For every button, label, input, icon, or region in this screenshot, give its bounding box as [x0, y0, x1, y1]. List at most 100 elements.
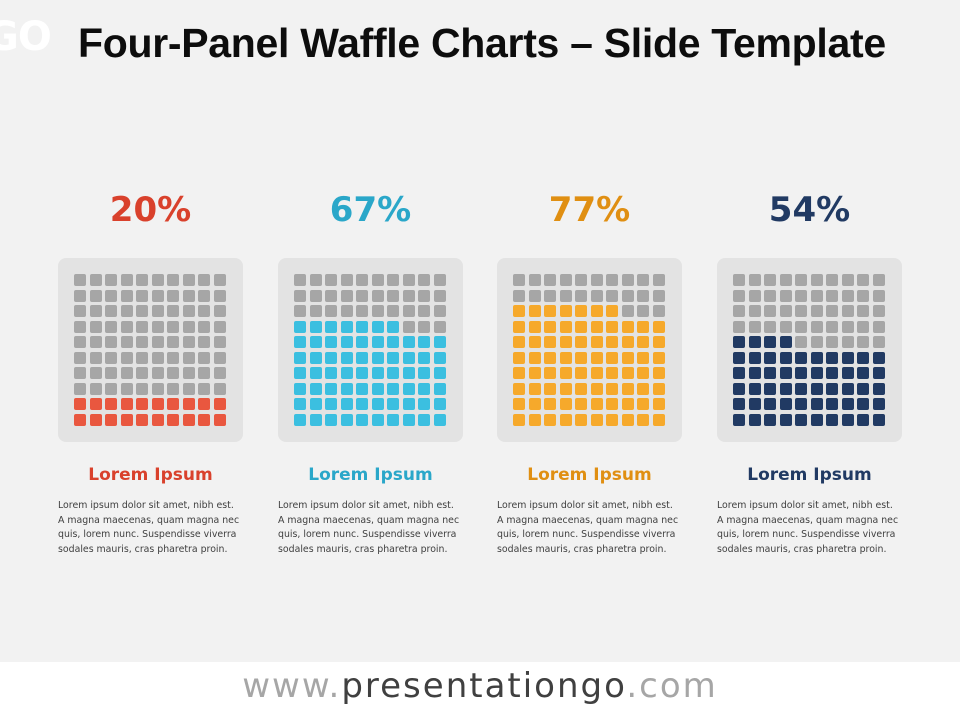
waffle-cell-empty: [795, 320, 807, 333]
waffle-cell-filled: [779, 382, 792, 395]
waffle-cell-filled: [590, 320, 603, 333]
waffle-cell-empty: [74, 367, 86, 379]
waffle-cell-filled: [418, 367, 430, 379]
percentage-label: 54%: [768, 190, 851, 230]
waffle-cell-filled: [89, 398, 102, 410]
waffle-cell-empty: [213, 305, 226, 317]
waffle-cell-filled: [841, 351, 854, 364]
waffle-cell-filled: [356, 398, 368, 410]
waffle-cell-filled: [764, 413, 776, 426]
waffle-cell-empty: [733, 274, 745, 286]
waffle-cell-filled: [528, 382, 541, 395]
waffle-cell-filled: [513, 367, 525, 379]
waffle-cell-filled: [621, 351, 634, 364]
waffle-cell-filled: [621, 398, 634, 410]
waffle-cell-filled: [606, 351, 618, 364]
waffle-cell-filled: [433, 336, 446, 348]
waffle-cell-filled: [120, 398, 133, 410]
waffle-cell-filled: [513, 413, 525, 426]
waffle-cell-empty: [136, 351, 148, 364]
waffle-cell-filled: [433, 367, 446, 379]
waffle-cell-empty: [733, 305, 745, 317]
waffle-cell-filled: [309, 351, 322, 364]
waffle-cell-empty: [621, 305, 634, 317]
waffle-cell-empty: [151, 320, 164, 333]
waffle-cell-filled: [356, 382, 368, 395]
waffle-cell-filled: [733, 413, 745, 426]
waffle-cell-filled: [810, 382, 823, 395]
waffle-cell-filled: [528, 367, 541, 379]
waffle-panel-4: 54% Lorem Ipsum Lorem ipsum dolor sit am…: [717, 0, 902, 720]
waffle-cell-empty: [544, 274, 556, 286]
waffle-cell-filled: [652, 413, 665, 426]
waffle-cell-filled: [544, 336, 556, 348]
waffle-cell-filled: [309, 336, 322, 348]
waffle-cell-empty: [198, 289, 210, 302]
waffle-cell-empty: [356, 289, 368, 302]
waffle-cell-filled: [309, 382, 322, 395]
waffle-grid: [513, 274, 667, 428]
waffle-cell-filled: [371, 351, 384, 364]
waffle-cell-filled: [826, 382, 838, 395]
waffle-cell-empty: [810, 289, 823, 302]
waffle-cell-filled: [872, 367, 885, 379]
waffle-cell-filled: [325, 336, 337, 348]
waffle-cell-filled: [575, 336, 587, 348]
waffle-cell-empty: [826, 320, 838, 333]
panel-description: Lorem ipsum dolor sit amet, nibh est. A …: [58, 500, 240, 555]
waffle-cell-empty: [198, 320, 210, 333]
waffle-cell-empty: [810, 320, 823, 333]
waffle-cell-empty: [151, 305, 164, 317]
waffle-cell-filled: [528, 351, 541, 364]
waffle-cell-empty: [198, 351, 210, 364]
waffle-cell-filled: [559, 320, 572, 333]
waffle-cell-empty: [294, 289, 306, 302]
waffle-cell-empty: [513, 289, 525, 302]
waffle-cell-filled: [621, 413, 634, 426]
waffle-cell-filled: [74, 413, 86, 426]
waffle-cell-filled: [528, 320, 541, 333]
waffle-cell-filled: [652, 320, 665, 333]
waffle-cell-empty: [89, 367, 102, 379]
waffle-cell-empty: [325, 305, 337, 317]
waffle-cell-filled: [387, 320, 399, 333]
waffle-card: [497, 258, 682, 442]
waffle-cell-filled: [841, 413, 854, 426]
waffle-cell-filled: [779, 367, 792, 379]
waffle-cell-filled: [528, 305, 541, 317]
waffle-cell-filled: [513, 398, 525, 410]
waffle-cell-empty: [74, 289, 86, 302]
waffle-cell-filled: [810, 351, 823, 364]
panel-heading: Lorem Ipsum: [527, 465, 652, 485]
website-url[interactable]: www.presentationgo.com: [0, 666, 960, 706]
waffle-cell-filled: [325, 351, 337, 364]
url-domain: presentationgo: [341, 666, 627, 706]
waffle-cell-filled: [559, 336, 572, 348]
waffle-cell-filled: [857, 413, 869, 426]
waffle-cell-empty: [198, 274, 210, 286]
waffle-cell-empty: [433, 305, 446, 317]
waffle-cell-empty: [213, 320, 226, 333]
waffle-cell-empty: [748, 289, 761, 302]
waffle-cell-filled: [637, 398, 649, 410]
waffle-cell-empty: [872, 289, 885, 302]
waffle-cell-filled: [387, 351, 399, 364]
waffle-cell-filled: [167, 413, 179, 426]
waffle-cell-empty: [167, 351, 179, 364]
waffle-grid: [74, 274, 228, 428]
waffle-cell-empty: [779, 305, 792, 317]
percentage-label: 67%: [329, 190, 412, 230]
waffle-cell-filled: [652, 351, 665, 364]
waffle-cell-empty: [621, 289, 634, 302]
waffle-cell-filled: [748, 382, 761, 395]
waffle-cell-empty: [433, 274, 446, 286]
waffle-panel-1: 20% Lorem Ipsum Lorem ipsum dolor sit am…: [58, 0, 243, 720]
waffle-cell-filled: [340, 367, 353, 379]
waffle-cell-empty: [528, 274, 541, 286]
waffle-cell-filled: [590, 336, 603, 348]
waffle-cell-filled: [528, 413, 541, 426]
url-suffix: .com: [626, 666, 718, 706]
waffle-cell-filled: [325, 382, 337, 395]
waffle-cell-empty: [182, 382, 195, 395]
waffle-cell-empty: [151, 336, 164, 348]
